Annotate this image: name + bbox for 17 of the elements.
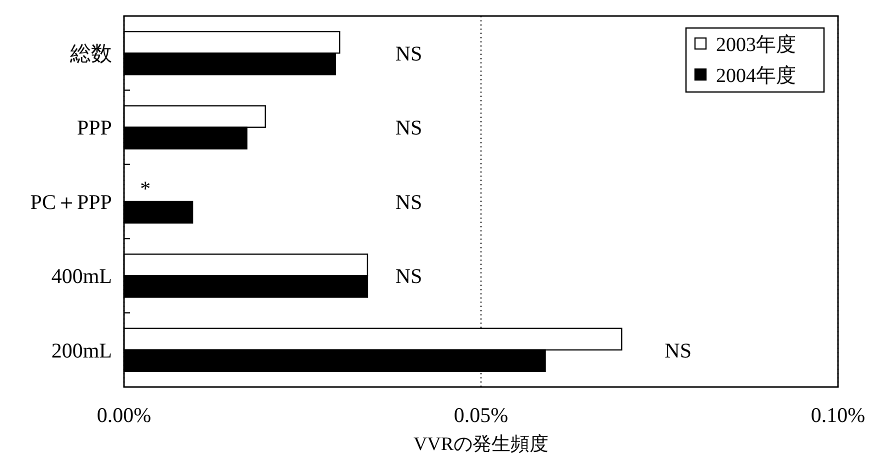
annotation: * xyxy=(140,176,151,201)
annotation: NS xyxy=(395,264,422,288)
annotation: NS xyxy=(395,116,422,140)
y-tick-label: 200mL xyxy=(51,338,112,362)
annotation: NS xyxy=(395,190,422,214)
legend-label: 2003年度 xyxy=(716,34,796,56)
x-axis-title: VVRの発生頻度 xyxy=(413,433,549,455)
x-tick-label: 0.10% xyxy=(810,403,866,427)
y-tick-label: 400mL xyxy=(51,264,112,288)
y-tick-label: PPP xyxy=(76,116,112,140)
x-tick-label: 0.05% xyxy=(454,403,508,427)
x-tick-label: 0.00% xyxy=(96,403,152,427)
legend-label: 2004年度 xyxy=(716,65,796,87)
annotation: NS xyxy=(395,41,422,66)
y-tick-label: PC＋PPP xyxy=(30,190,112,214)
annotation: NS xyxy=(664,338,692,362)
y-tick-label: 総数 xyxy=(69,41,112,66)
